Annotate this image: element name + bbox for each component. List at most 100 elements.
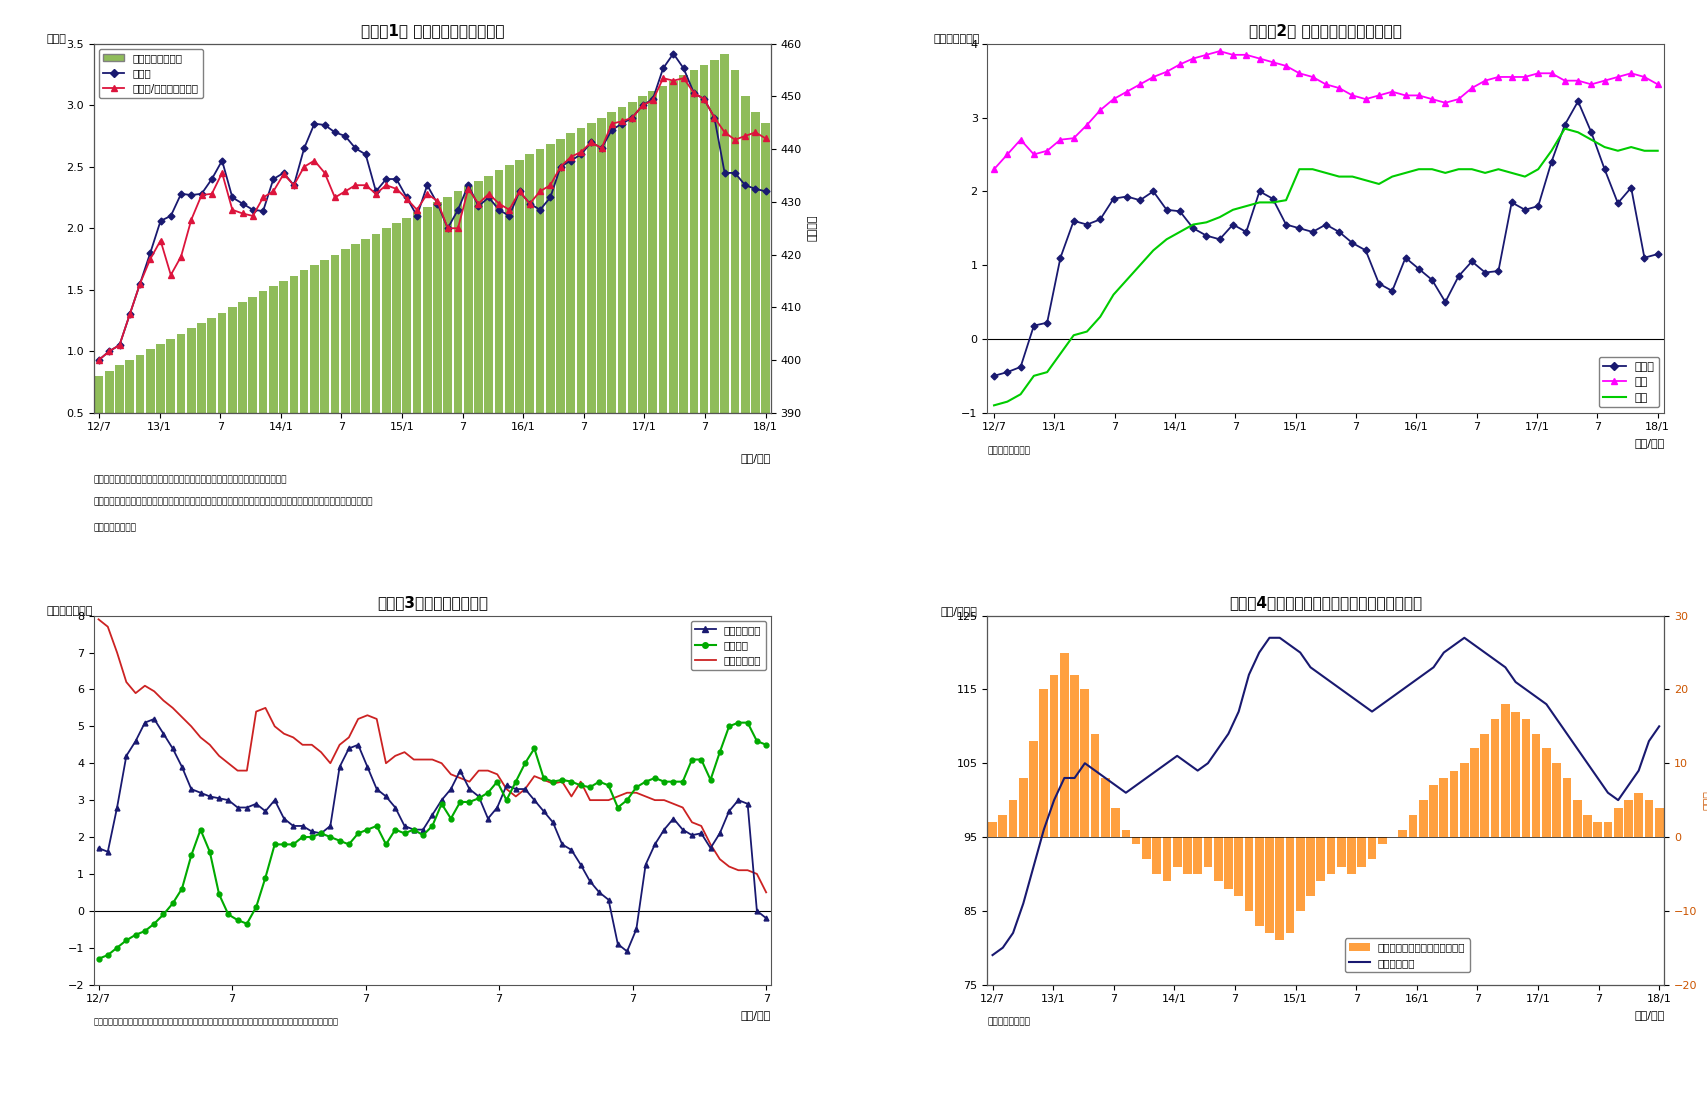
- Bar: [1552, 764, 1560, 837]
- Bar: [1255, 837, 1263, 926]
- Bar: [259, 291, 268, 1094]
- Bar: [198, 323, 207, 1094]
- Bar: [178, 334, 186, 1094]
- Bar: [587, 123, 596, 1094]
- Text: （％）: （％）: [46, 34, 67, 44]
- Bar: [567, 133, 575, 1094]
- Bar: [229, 307, 237, 1094]
- Bar: [208, 318, 217, 1094]
- Bar: [1040, 689, 1048, 837]
- Bar: [1081, 689, 1089, 837]
- Bar: [1265, 837, 1273, 933]
- Text: （注）特殊要因調整後は、為替変動・債権償却・流動化等の影響を考慮したもの: （注）特殊要因調整後は、為替変動・債権償却・流動化等の影響を考慮したもの: [94, 476, 287, 485]
- Bar: [1203, 837, 1212, 866]
- Title: （図表1） 銀行貸出残高の増減率: （図表1） 銀行貸出残高の増減率: [360, 23, 504, 38]
- Bar: [403, 218, 411, 1094]
- Bar: [434, 202, 442, 1094]
- Bar: [1572, 800, 1581, 837]
- Bar: [679, 75, 688, 1094]
- Bar: [1070, 675, 1079, 837]
- Bar: [669, 81, 678, 1094]
- Bar: [362, 238, 370, 1094]
- Bar: [125, 360, 135, 1094]
- Bar: [720, 55, 729, 1094]
- Bar: [1224, 837, 1232, 888]
- Bar: [1439, 778, 1448, 837]
- Bar: [331, 255, 340, 1094]
- Bar: [556, 139, 565, 1094]
- Bar: [1449, 770, 1458, 837]
- Bar: [104, 371, 114, 1094]
- Bar: [423, 207, 432, 1094]
- Bar: [659, 86, 667, 1094]
- Bar: [1644, 800, 1654, 837]
- Bar: [761, 123, 770, 1094]
- Bar: [1419, 800, 1427, 837]
- Bar: [649, 91, 657, 1094]
- Text: （年/月）: （年/月）: [741, 453, 772, 463]
- Bar: [577, 128, 586, 1094]
- Text: （年/月）: （年/月）: [741, 1010, 772, 1020]
- Bar: [352, 244, 360, 1094]
- Bar: [1121, 829, 1130, 837]
- Bar: [393, 223, 401, 1094]
- Bar: [1162, 837, 1171, 882]
- Bar: [321, 260, 329, 1094]
- Bar: [1009, 800, 1017, 837]
- Bar: [1019, 778, 1028, 837]
- Bar: [1623, 800, 1634, 837]
- Bar: [1214, 837, 1222, 882]
- Bar: [239, 302, 248, 1094]
- Bar: [628, 102, 637, 1094]
- Bar: [638, 96, 647, 1094]
- Bar: [1654, 807, 1664, 837]
- Bar: [1459, 764, 1468, 837]
- Bar: [1091, 734, 1099, 837]
- Bar: [372, 233, 381, 1094]
- Bar: [94, 376, 104, 1094]
- Bar: [1306, 837, 1314, 896]
- Bar: [1480, 734, 1489, 837]
- Bar: [710, 59, 719, 1094]
- Bar: [1500, 705, 1509, 837]
- Bar: [454, 191, 463, 1094]
- Text: （資料）日本銀行　　（注）１２月分まで（末残ベース）、大・中堅企業は「法人」－「中小企業」にて算出: （資料）日本銀行 （注）１２月分まで（末残ベース）、大・中堅企業は「法人」－「中…: [94, 1017, 340, 1027]
- Bar: [1101, 778, 1110, 837]
- Bar: [1582, 815, 1591, 837]
- Bar: [536, 149, 545, 1094]
- Bar: [464, 186, 473, 1094]
- Text: 特殊要因調整後の前年比＝（今月の調整後貸出残高－前年同月の調整前貸出残高）／前年同月の調整前貸出残高: 特殊要因調整後の前年比＝（今月の調整後貸出残高－前年同月の調整前貸出残高）／前年…: [94, 498, 374, 507]
- Bar: [516, 160, 524, 1094]
- Bar: [700, 65, 708, 1094]
- Title: （図表4）ドル円レートの前年比（月次平均）: （図表4）ドル円レートの前年比（月次平均）: [1229, 595, 1422, 610]
- Bar: [249, 296, 258, 1094]
- Bar: [690, 70, 698, 1094]
- Bar: [1173, 837, 1181, 866]
- Bar: [1521, 719, 1529, 837]
- Bar: [608, 113, 616, 1094]
- Bar: [1634, 793, 1644, 837]
- Bar: [1470, 748, 1478, 837]
- Y-axis label: （％）: （％）: [1704, 790, 1707, 810]
- Bar: [300, 270, 309, 1094]
- Bar: [157, 345, 166, 1094]
- Bar: [1234, 837, 1243, 896]
- Text: （前年比、％）: （前年比、％）: [934, 34, 980, 44]
- Bar: [526, 154, 534, 1094]
- Bar: [731, 70, 739, 1094]
- Bar: [1378, 837, 1386, 845]
- Bar: [218, 313, 227, 1094]
- Bar: [475, 181, 483, 1094]
- Bar: [1429, 785, 1437, 837]
- Text: （前年比、％）: （前年比、％）: [46, 606, 92, 616]
- Legend: 都銀等, 地銀, 信金: 都銀等, 地銀, 信金: [1599, 357, 1659, 407]
- Bar: [145, 349, 155, 1094]
- Bar: [1142, 837, 1151, 859]
- Bar: [382, 229, 391, 1094]
- Bar: [1511, 711, 1519, 837]
- Bar: [1296, 837, 1304, 911]
- Bar: [1531, 734, 1540, 837]
- Bar: [1367, 837, 1376, 859]
- Bar: [1132, 837, 1140, 845]
- Bar: [1603, 823, 1613, 837]
